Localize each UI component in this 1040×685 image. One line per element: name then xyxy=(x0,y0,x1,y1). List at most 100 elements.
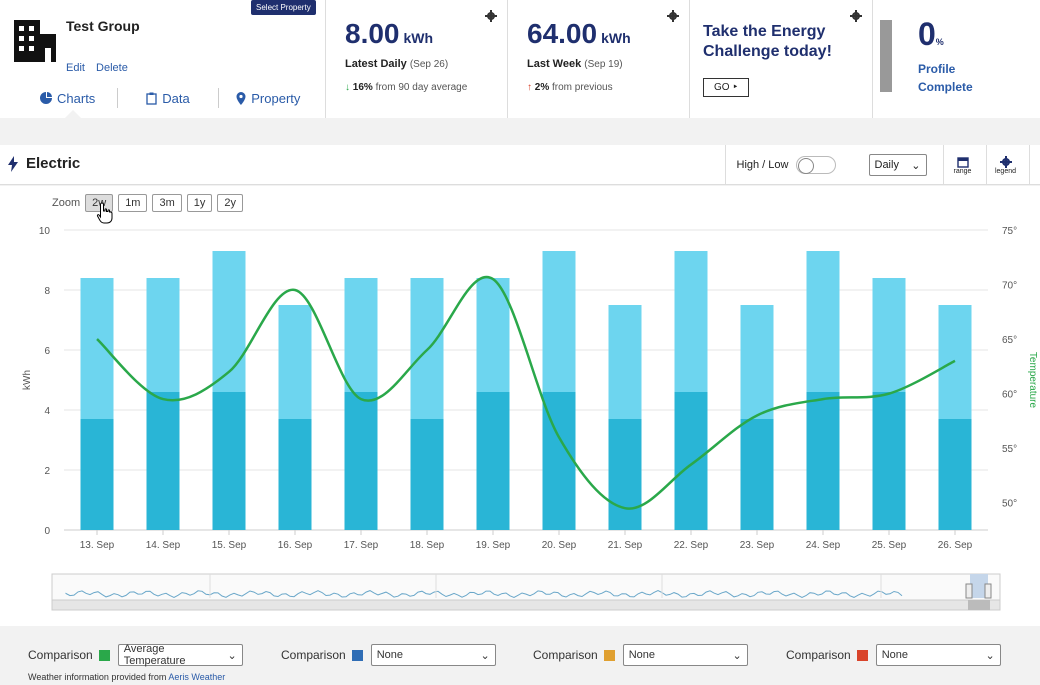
x-tick-label: 18. Sep xyxy=(410,540,445,551)
toolbar-overflow xyxy=(1029,145,1040,185)
bar-lower xyxy=(212,392,246,530)
navigator-handle-left xyxy=(965,583,973,599)
comparison-1: Comparison Average Temperature ⌄ xyxy=(28,643,243,667)
gear-icon[interactable] xyxy=(485,10,497,22)
comparison-swatch-red xyxy=(856,649,868,661)
weekly-trend: ↑ 2% from previous xyxy=(527,82,613,93)
range-button[interactable]: range xyxy=(943,145,981,185)
x-tick-label: 24. Sep xyxy=(806,540,841,551)
delete-link[interactable]: Delete xyxy=(96,62,128,74)
y2-tick-label: 65° xyxy=(1002,335,1017,346)
comparison-select-2[interactable]: None ⌄ xyxy=(370,644,496,666)
y-tick-label: 0 xyxy=(44,526,50,537)
comparison-bar: Comparison Average Temperature ⌄ Comparis… xyxy=(0,626,1040,685)
go-button[interactable]: GO ‣ xyxy=(703,78,750,97)
navigator-scroll-thumb xyxy=(968,600,990,610)
lightning-icon xyxy=(8,155,18,172)
chevron-down-icon: ⌄ xyxy=(911,159,921,172)
electric-title: Electric xyxy=(8,155,80,172)
bar-upper xyxy=(212,251,246,392)
tab-label: Data xyxy=(162,90,190,106)
zoom-3m-button[interactable]: 3m xyxy=(152,194,182,212)
select-property-button[interactable]: Select Property xyxy=(251,0,316,15)
tab-property[interactable]: Property xyxy=(219,88,318,108)
high-low-label: High / Low xyxy=(736,159,789,171)
bar-upper xyxy=(146,278,180,392)
electric-chart: 0 2 4 6 8 10 50° 55° 60° 65° 70° 75° kWh Temperature 1… xyxy=(22,226,1038,611)
y-tick-label: 8 xyxy=(44,286,50,297)
comparison-label: Comparison xyxy=(786,648,851,662)
profile-label[interactable]: Profile Complete xyxy=(918,62,973,94)
navigator-series xyxy=(65,589,903,599)
tab-label: Property xyxy=(251,90,301,106)
weather-credit: Weather information provided from Aeris … xyxy=(28,672,226,682)
chevron-down-icon: ⌄ xyxy=(985,649,995,662)
bar-upper xyxy=(740,305,774,419)
group-card: Test Group Select Property Edit Delete C… xyxy=(0,0,326,118)
weekly-value: 64.00 kWh xyxy=(527,18,631,49)
y2-tick-label: 50° xyxy=(1002,499,1017,510)
x-tick-label: 19. Sep xyxy=(476,540,511,551)
bar-lower xyxy=(740,419,774,530)
zoom-label: Zoom xyxy=(52,197,81,209)
bar-lower xyxy=(608,419,642,530)
zoom-1y-button[interactable]: 1y xyxy=(186,194,213,212)
bar-upper xyxy=(476,278,510,392)
daily-trend: ↓ 16% from 90 day average xyxy=(345,82,468,93)
edit-link[interactable]: Edit xyxy=(66,62,85,74)
y2-tick-label: 70° xyxy=(1002,281,1017,292)
comparison-3: Comparison None ⌄ xyxy=(533,644,748,666)
aeris-weather-link[interactable]: Aeris Weather xyxy=(168,672,226,682)
arrow-up-icon: ↑ xyxy=(527,82,532,93)
profile-value: 0% xyxy=(918,16,944,52)
chart-area: 0 2 4 6 8 10 50° 55° 60° 65° 70° 75° kWh Temperature 1… xyxy=(0,186,1040,626)
zoom-2y-button[interactable]: 2y xyxy=(217,194,243,212)
chevron-down-icon: ⌄ xyxy=(480,649,490,662)
bar-upper xyxy=(806,251,840,392)
y2-tick-label: 75° xyxy=(1002,226,1017,237)
gear-icon[interactable] xyxy=(667,10,679,22)
comparison-swatch-orange xyxy=(603,649,615,661)
bar-lower xyxy=(674,392,708,530)
chevron-down-icon: ⌄ xyxy=(227,649,237,662)
bar-upper xyxy=(608,305,642,419)
bar-upper xyxy=(344,278,378,392)
clipboard-icon xyxy=(146,92,157,105)
navigator-scrollbar xyxy=(51,599,1001,611)
bar-lower xyxy=(278,419,312,530)
chevron-down-icon: ⌄ xyxy=(732,649,742,662)
y2-axis-label: Temperature xyxy=(1027,352,1038,409)
gear-icon xyxy=(999,155,1012,168)
y-tick-label: 10 xyxy=(39,226,51,237)
gear-icon[interactable] xyxy=(850,10,862,22)
navigator-selection xyxy=(970,574,988,598)
period-select[interactable]: Daily ⌄ xyxy=(868,154,927,176)
high-low-toggle[interactable] xyxy=(796,156,837,174)
zoom-1m-button[interactable]: 1m xyxy=(118,194,148,212)
challenge-card: Take the Energy Challenge today! GO ‣ xyxy=(691,0,873,118)
navigator-handle-right xyxy=(984,583,992,599)
bar-lower xyxy=(938,419,972,530)
bar-lower xyxy=(80,419,114,530)
x-tick-label: 22. Sep xyxy=(674,540,709,551)
bar-upper xyxy=(80,278,114,419)
legend-button[interactable]: legend xyxy=(986,145,1024,185)
bar-lower xyxy=(872,392,906,530)
comparison-select-1[interactable]: Average Temperature ⌄ xyxy=(117,643,243,667)
comparison-select-4[interactable]: None ⌄ xyxy=(875,644,1001,666)
comparison-swatch-blue xyxy=(351,649,363,661)
tab-charts[interactable]: Charts xyxy=(18,88,119,108)
daily-value: 8.00 kWh xyxy=(345,18,434,49)
challenge-title: Take the Energy Challenge today! xyxy=(703,23,832,60)
last-week-card: 64.00 kWh Last Week (Sep 19) ↑ 2% from pr… xyxy=(509,0,690,118)
x-tick-label: 23. Sep xyxy=(740,540,775,551)
comparison-select-3[interactable]: None ⌄ xyxy=(622,644,748,666)
comparison-label: Comparison xyxy=(533,648,598,662)
tab-label: Charts xyxy=(57,90,96,106)
profile-card: 0% Profile Complete xyxy=(874,0,1040,118)
bar-lower xyxy=(410,419,444,530)
y-axis-label: kWh xyxy=(22,370,33,390)
weekly-label: Last Week (Sep 19) xyxy=(527,58,623,70)
bar-upper xyxy=(542,251,576,392)
tab-data[interactable]: Data xyxy=(118,88,219,108)
